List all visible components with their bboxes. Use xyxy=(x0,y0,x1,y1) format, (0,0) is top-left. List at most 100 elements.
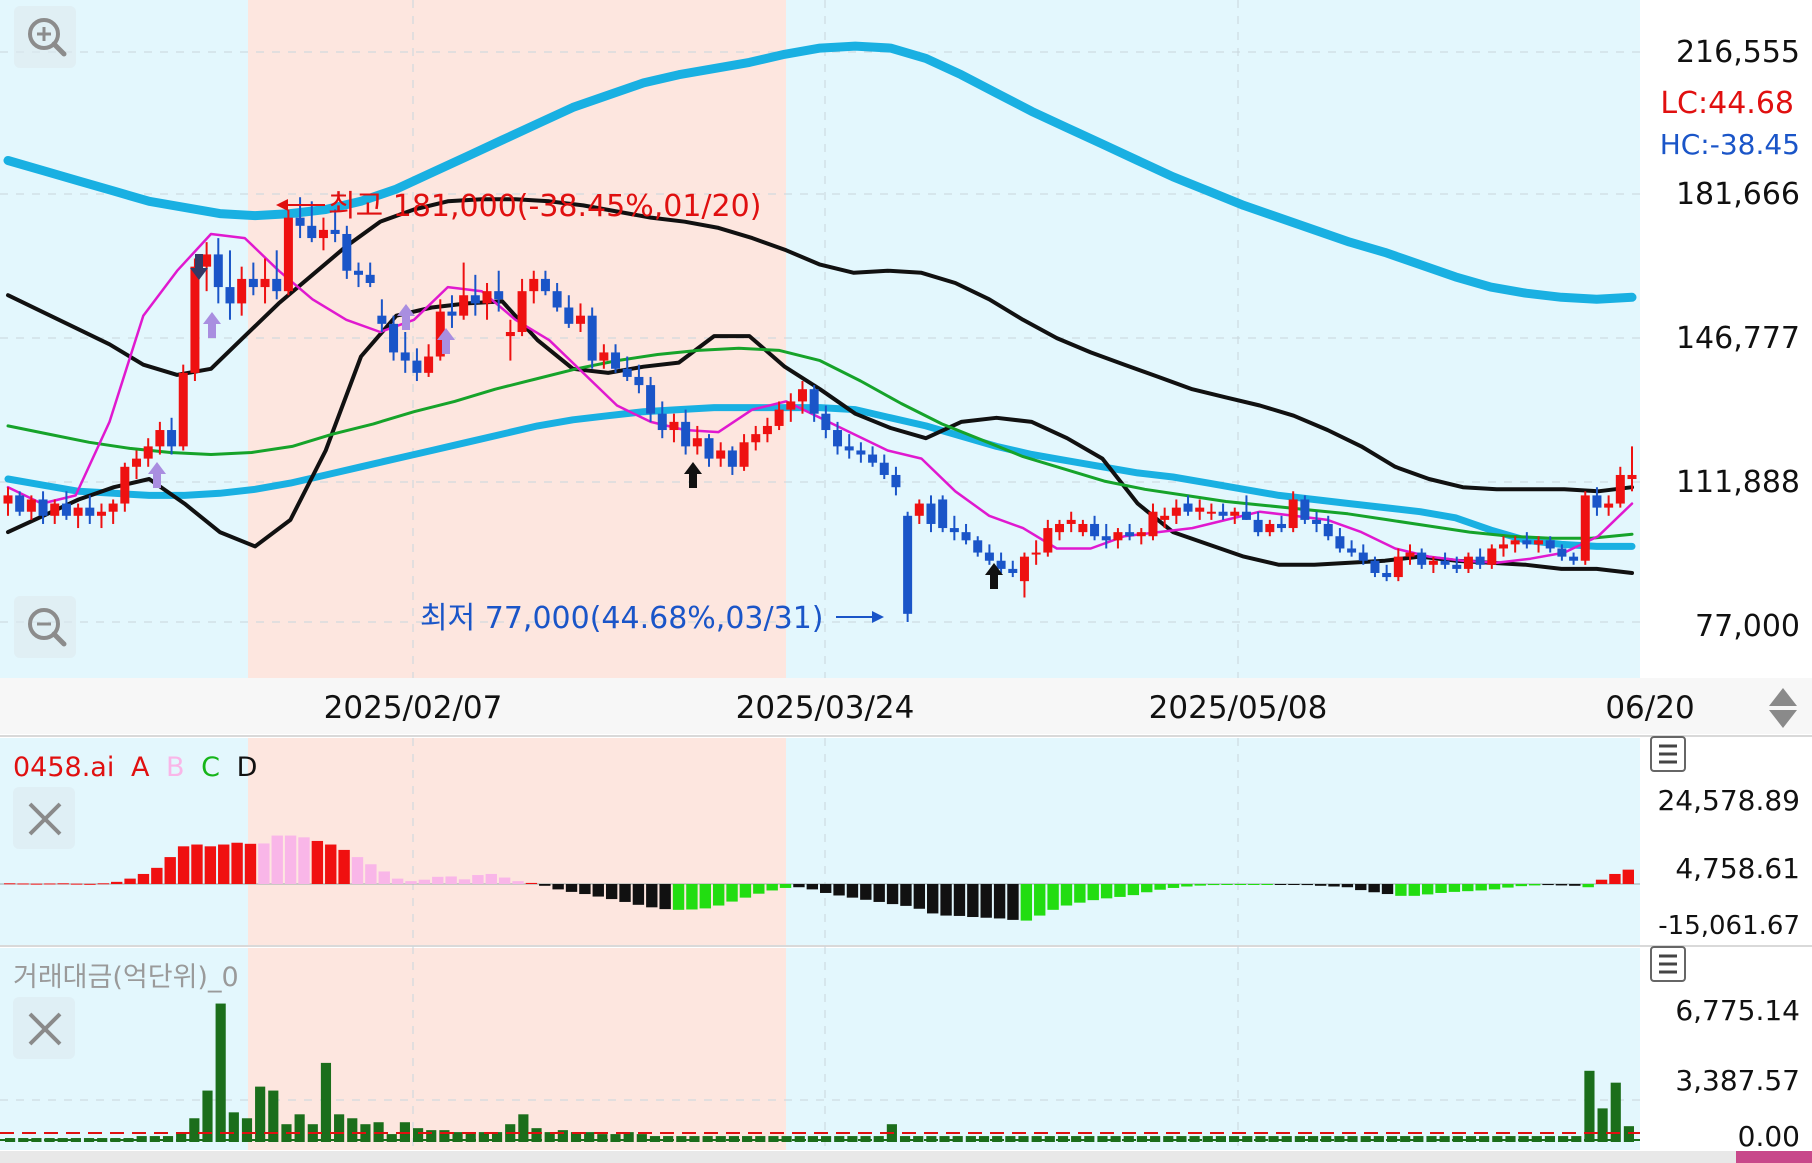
histogram-bar xyxy=(365,864,377,884)
volume-bar xyxy=(426,1130,437,1142)
indicator-histogram xyxy=(0,835,1640,921)
histogram-bar xyxy=(84,883,96,885)
volume-bar xyxy=(636,1134,647,1142)
candle-body xyxy=(377,315,387,324)
candle-body xyxy=(1055,523,1065,533)
candle-body xyxy=(494,291,504,300)
hc-label: HC:-38.45 xyxy=(1660,128,1800,161)
candle-body xyxy=(73,507,83,516)
histogram-bar xyxy=(672,884,685,910)
histogram-bar xyxy=(1555,884,1568,886)
volume-bar xyxy=(491,1132,503,1142)
volume-bar xyxy=(1242,1136,1253,1142)
candle-body xyxy=(692,438,702,447)
candle-body xyxy=(1370,560,1380,573)
histogram-bar xyxy=(151,867,163,884)
date-label: 06/20 xyxy=(1605,690,1694,726)
volume-tick: 3,387.57 xyxy=(1675,1064,1800,1097)
histogram-bar xyxy=(338,849,350,884)
candle-body xyxy=(1475,556,1485,565)
histogram-bar xyxy=(1609,873,1621,884)
candle-body xyxy=(797,389,807,402)
volume-bar xyxy=(255,1086,266,1142)
candle-body xyxy=(984,552,994,561)
indicator-tick: 24,578.89 xyxy=(1657,784,1800,817)
volume-bar xyxy=(268,1090,279,1142)
candle-body xyxy=(1615,474,1625,504)
histogram-bar xyxy=(833,884,845,896)
histogram-bar xyxy=(204,846,217,884)
black-arrow-icon xyxy=(985,563,1003,589)
candle-body xyxy=(903,515,913,614)
candle-body xyxy=(1066,519,1076,524)
low-annotation: 최저 77,000(44.68%,03/31) xyxy=(420,601,884,636)
candle-body xyxy=(1183,503,1193,512)
histogram-bar xyxy=(712,884,725,906)
candle-body xyxy=(178,372,188,447)
histogram-bar xyxy=(1462,884,1474,892)
volume-bar xyxy=(1571,1136,1582,1142)
volume-bar xyxy=(31,1138,42,1142)
date-label: 2025/03/24 xyxy=(736,690,915,726)
volume-axis: 6,775.14 3,387.57 0.00 xyxy=(1675,994,1800,1153)
histogram-bar xyxy=(325,844,337,884)
candle-body xyxy=(1510,540,1520,545)
candle-body xyxy=(108,503,118,512)
candle-body xyxy=(1125,532,1135,537)
histogram-bar xyxy=(218,844,230,884)
histogram-bar xyxy=(525,882,538,884)
histogram-bar xyxy=(592,884,604,897)
volume-bar xyxy=(241,1118,253,1142)
close-icon[interactable] xyxy=(13,787,75,849)
volume-bar xyxy=(1439,1136,1450,1142)
volume-bar xyxy=(478,1132,489,1142)
buy-arrow-icon xyxy=(437,328,455,354)
volume-bar xyxy=(781,1136,792,1142)
menu-icon[interactable] xyxy=(1650,946,1686,982)
volume-bar xyxy=(570,1132,582,1142)
candle-body xyxy=(120,466,130,504)
histogram-bar xyxy=(1301,884,1313,886)
histogram-bar xyxy=(44,883,56,885)
candle-body xyxy=(330,229,340,234)
black-arrow-icon-shape xyxy=(684,462,702,488)
histogram-bar xyxy=(1528,884,1541,886)
menu-icon[interactable] xyxy=(1650,736,1686,772)
candle-body xyxy=(1101,536,1111,541)
zoom-in-icon[interactable] xyxy=(14,6,76,68)
volume-bar xyxy=(202,1090,213,1142)
zoom-out-icon[interactable] xyxy=(14,596,76,658)
scroll-arrows-icon[interactable] xyxy=(1769,688,1797,728)
histogram-bar xyxy=(900,884,912,906)
legend-b: B xyxy=(166,752,185,783)
highlight-period xyxy=(248,738,786,945)
histogram-bar xyxy=(846,884,859,898)
histogram-bar xyxy=(1515,884,1527,887)
histogram-bar xyxy=(284,835,297,884)
histogram-bar xyxy=(753,884,765,894)
histogram-bar xyxy=(619,884,631,902)
volume-bar xyxy=(610,1134,621,1142)
histogram-bar xyxy=(1181,884,1193,887)
candle-body xyxy=(949,528,959,533)
ma-short xyxy=(6,232,1634,565)
candle-body xyxy=(213,254,223,288)
histogram-bar xyxy=(498,877,511,884)
candle-body xyxy=(482,291,492,304)
buy-arrow-icon-shape xyxy=(148,462,166,488)
candle-body xyxy=(540,278,550,292)
candle-body xyxy=(1043,528,1053,553)
candle-body xyxy=(225,287,235,304)
histogram-bar xyxy=(927,884,939,914)
buy-arrow-icon xyxy=(397,304,415,330)
histogram-bar xyxy=(485,873,497,884)
candle-body xyxy=(1113,532,1123,541)
candle-body xyxy=(1136,532,1146,537)
close-icon[interactable] xyxy=(13,997,75,1059)
histogram-bar xyxy=(686,884,698,910)
indicator-name: 0458.ai xyxy=(13,752,114,783)
histogram-bar xyxy=(1207,884,1220,886)
candle-body xyxy=(1452,564,1462,569)
histogram-bar xyxy=(405,881,417,884)
